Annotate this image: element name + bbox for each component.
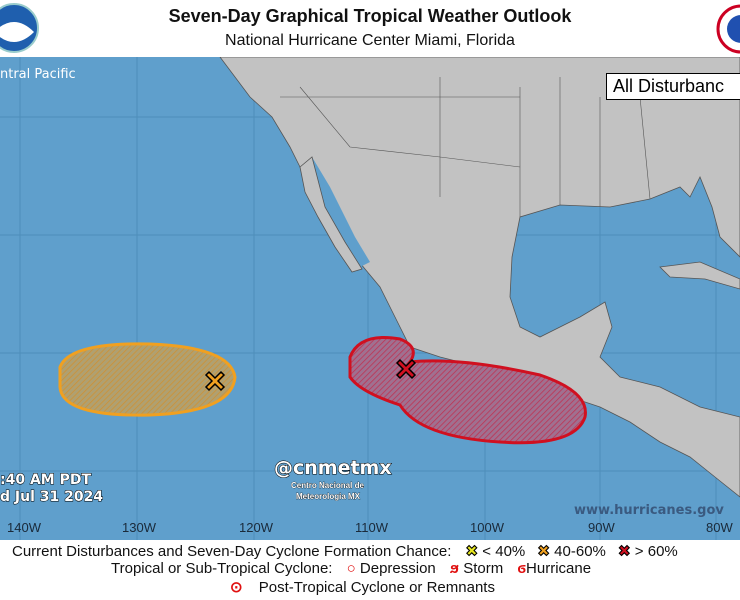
legend-mid: 40-60% <box>554 543 606 560</box>
map: ntral Pacific All Disturbanc :40 AM PDT … <box>0 56 740 540</box>
legend-post-tropical: Post-Tropical Cyclone or Remnants <box>258 579 495 596</box>
legend-row2-label: Tropical or Sub-Tropical Cyclone: <box>111 560 333 577</box>
lon-label: 130W <box>122 520 156 535</box>
legend-storm: Storm <box>463 560 504 577</box>
legend-hurricane: Hurricane <box>526 560 592 577</box>
lon-label: 100W <box>470 520 504 535</box>
gulf-of-california <box>312 157 370 267</box>
depression-icon: ○ <box>346 560 356 577</box>
lon-label: 110W <box>355 520 388 535</box>
x-red-icon: ✖ <box>618 543 631 561</box>
website-label[interactable]: www.hurricanes.gov <box>574 503 724 518</box>
x-orange-icon: ✖ <box>537 543 550 561</box>
legend-low: < 40% <box>482 543 526 560</box>
disturbance-x-red <box>395 358 417 380</box>
lon-label: 120W <box>239 520 273 535</box>
baja-california <box>299 156 363 273</box>
lon-label: 80W <box>706 520 733 535</box>
legend-depression: Depression <box>359 560 436 577</box>
lon-label: 90W <box>588 520 615 535</box>
hurricane-icon: ϭ <box>517 560 527 577</box>
map-canvas <box>0 56 740 540</box>
cuba <box>659 261 740 290</box>
page-subtitle: National Hurricane Center Miami, Florida <box>225 32 515 49</box>
disturbance-x-orange <box>204 370 226 392</box>
watermark-org2: Meteorologia MX <box>296 492 361 502</box>
post-tropical-icon: ⊙ <box>230 579 243 596</box>
land-north-america <box>219 56 740 498</box>
lon-label: 140W <box>7 520 41 535</box>
borders <box>280 77 651 217</box>
storm-icon: ϧ <box>449 560 460 577</box>
legend-high: > 60% <box>634 543 678 560</box>
x-yellow-icon: ✖ <box>465 543 479 561</box>
page-title: Seven-Day Graphical Tropical Weather Out… <box>168 6 572 26</box>
legend-row1-label: Current Disturbances and Seven-Day Cyclo… <box>12 543 452 560</box>
region-label: ntral Pacific <box>0 67 76 82</box>
issue-time: :40 AM PDT <box>0 472 92 489</box>
watermark-handle: @cnmetmx <box>274 457 393 480</box>
view-box-label: All Disturbanc <box>606 73 740 100</box>
disturbance-area-orange <box>58 342 237 417</box>
noaa-logo <box>0 3 39 53</box>
graticule <box>0 57 740 540</box>
issue-date: d Jul 31 2024 <box>0 489 104 506</box>
nws-logo <box>716 4 740 54</box>
legend: Current Disturbances and Seven-Day Cyclo… <box>0 540 740 600</box>
header: Seven-Day Graphical Tropical Weather Out… <box>0 0 740 57</box>
watermark-org1: Centro Nacional de <box>291 481 365 491</box>
